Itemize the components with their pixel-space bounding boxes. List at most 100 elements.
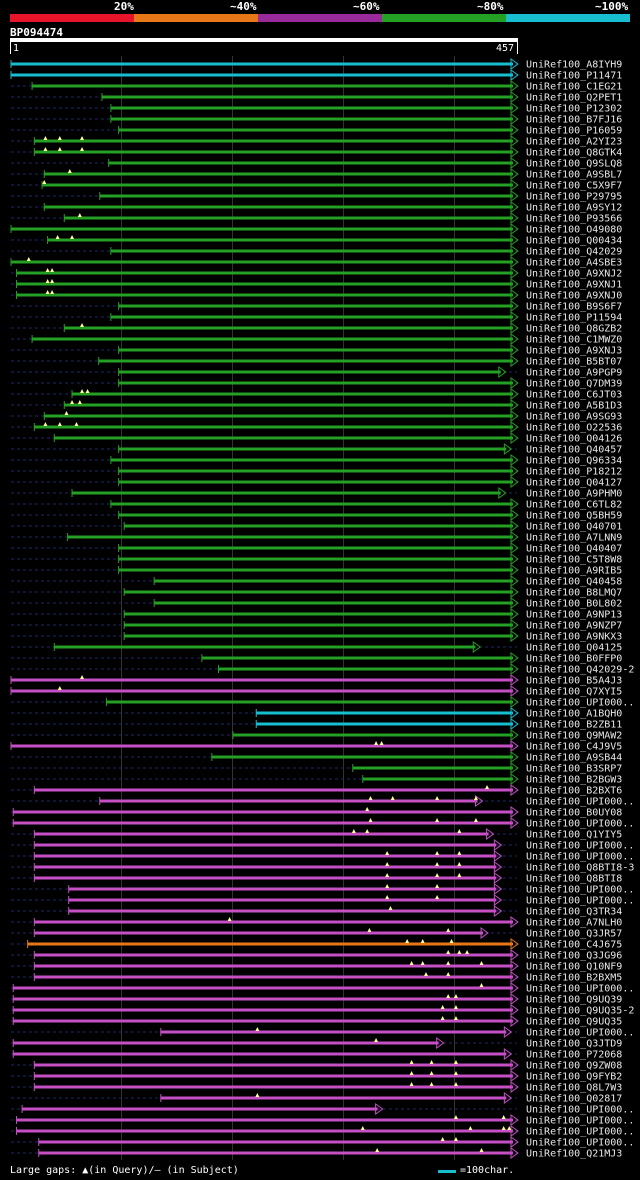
hit-row[interactable]: UniRef100_Q5BH59 — [11, 509, 622, 522]
hit-row[interactable]: UniRef100_B8LMQ7 — [11, 586, 622, 599]
hit-label[interactable]: UniRef100_Q9ZW08 — [526, 1061, 622, 1072]
hit-row[interactable]: UniRef100_Q3JTD9 — [11, 1037, 622, 1050]
hit-row[interactable]: UniRef100_UPI000.. — [11, 894, 634, 907]
hit-row[interactable]: UniRef100_B5A4J3 — [10, 674, 622, 687]
hit-row[interactable]: UniRef100_Q8GZB2 — [11, 322, 622, 335]
hit-row[interactable]: UniRef100_P18212 — [11, 465, 622, 478]
hit-label[interactable]: UniRef100_A9XNJ1 — [526, 280, 622, 291]
hit-row[interactable]: UniRef100_A9NP13 — [11, 608, 622, 621]
hit-label[interactable]: UniRef100_A9XNJ3 — [526, 346, 622, 357]
hit-label[interactable]: UniRef100_A4SBE3 — [526, 258, 622, 269]
hit-label[interactable]: UniRef100_O49080 — [526, 225, 622, 236]
hit-label[interactable]: UniRef100_B0UY08 — [526, 808, 622, 819]
hit-row[interactable]: UniRef100_C4J675 — [11, 938, 622, 951]
hit-label[interactable]: UniRef100_A9SY12 — [526, 203, 622, 214]
hit-row[interactable]: UniRef100_C5X9F7 — [11, 179, 622, 192]
hit-row[interactable]: UniRef100_Q40701 — [11, 520, 622, 533]
hit-row[interactable]: UniRef100_P93566 — [11, 212, 622, 225]
hit-label[interactable]: UniRef100_A2YI23 — [526, 137, 622, 148]
hit-row[interactable]: UniRef100_P12302 — [11, 102, 622, 115]
hit-row[interactable]: UniRef100_A9SY12 — [11, 201, 622, 214]
hit-row[interactable]: UniRef100_Q9SLQ8 — [11, 157, 622, 170]
hit-row[interactable]: UniRef100_P72068 — [11, 1048, 622, 1061]
hit-label[interactable]: UniRef100_UPI000.. — [526, 841, 634, 852]
hit-label[interactable]: UniRef100_P29795 — [526, 192, 622, 203]
hit-label[interactable]: UniRef100_UPI000.. — [526, 698, 634, 709]
hit-row[interactable]: UniRef100_Q3TR34 — [11, 905, 622, 918]
hit-label[interactable]: UniRef100_Q9FYB2 — [526, 1072, 622, 1083]
hit-label[interactable]: UniRef100_Q3TR34 — [526, 907, 622, 918]
hit-label[interactable]: UniRef100_A9PGP9 — [526, 368, 622, 379]
hit-label[interactable]: UniRef100_A9SG93 — [526, 412, 622, 423]
hit-row[interactable]: UniRef100_A9PHM0 — [11, 487, 622, 500]
hit-row[interactable]: UniRef100_Q8L7W3 — [11, 1081, 622, 1094]
hit-label[interactable]: UniRef100_A8IYH9 — [526, 60, 622, 71]
hit-label[interactable]: UniRef100_A9XNJ2 — [526, 269, 622, 280]
hit-label[interactable]: UniRef100_UPI000.. — [526, 797, 634, 808]
hit-label[interactable]: UniRef100_A9NP13 — [526, 610, 622, 621]
hit-row[interactable]: UniRef100_Q9UQ39 — [11, 993, 622, 1006]
hit-label[interactable]: UniRef100_A9SB44 — [526, 753, 622, 764]
hit-label[interactable]: UniRef100_Q2PET1 — [526, 93, 622, 104]
hit-row[interactable]: UniRef100_A1BQH0 — [11, 707, 622, 720]
hit-row[interactable]: UniRef100_Q40458 — [11, 575, 622, 588]
hit-row[interactable]: UniRef100_A9SBL7 — [11, 168, 622, 181]
hit-row[interactable]: UniRef100_UPI000.. — [11, 1136, 634, 1149]
hit-row[interactable]: UniRef100_B2BXT6 — [11, 784, 622, 797]
hit-row[interactable]: UniRef100_Q00434 — [11, 234, 622, 247]
hit-row[interactable]: UniRef100_Q02817 — [11, 1092, 622, 1105]
hit-row[interactable]: UniRef100_B2BXM5 — [11, 971, 622, 984]
hit-label[interactable]: UniRef100_A9PHM0 — [526, 489, 622, 500]
hit-row[interactable]: UniRef100_Q40407 — [11, 542, 622, 555]
hit-label[interactable]: UniRef100_A9NKX3 — [526, 632, 622, 643]
hit-row[interactable]: UniRef100_A2YI23 — [11, 135, 622, 148]
hit-row[interactable]: UniRef100_P29795 — [11, 190, 622, 203]
hit-row[interactable]: UniRef100_Q7DM39 — [11, 377, 622, 390]
hit-label[interactable]: UniRef100_Q42029 — [526, 247, 622, 258]
hit-label[interactable]: UniRef100_Q8BTI8-3 — [526, 863, 634, 874]
hit-label[interactable]: UniRef100_Q9UQ35 — [526, 1017, 622, 1028]
hit-label[interactable]: UniRef100_B2ZB11 — [526, 720, 622, 731]
hit-row[interactable]: UniRef100_A8IYH9 — [10, 58, 622, 71]
hit-label[interactable]: UniRef100_Q40457 — [526, 445, 622, 456]
hit-label[interactable]: UniRef100_Q42029-2 — [526, 665, 634, 676]
hit-row[interactable]: UniRef100_UPI000.. — [11, 883, 634, 896]
hit-label[interactable]: UniRef100_Q8BTI8 — [526, 874, 622, 885]
hit-row[interactable]: UniRef100_A9SB44 — [11, 751, 622, 764]
hit-label[interactable]: UniRef100_UPI000.. — [526, 852, 634, 863]
hit-label[interactable]: UniRef100_Q10NF9 — [526, 962, 622, 973]
hit-row[interactable]: UniRef100_B0UY08 — [11, 806, 622, 819]
hit-label[interactable]: UniRef100_C1EG21 — [526, 82, 622, 93]
hit-label[interactable]: UniRef100_A5B1D3 — [526, 401, 622, 412]
hit-label[interactable]: UniRef100_A1BQH0 — [526, 709, 622, 720]
hit-row[interactable]: UniRef100_Q8GTK4 — [11, 146, 622, 159]
hit-label[interactable]: UniRef100_Q40407 — [526, 544, 622, 555]
hit-row[interactable]: UniRef100_Q9UQ35 — [11, 1015, 622, 1028]
hit-label[interactable]: UniRef100_B2BXM5 — [526, 973, 622, 984]
hit-label[interactable]: UniRef100_Q5BH59 — [526, 511, 622, 522]
hit-label[interactable]: UniRef100_Q04125 — [526, 643, 622, 654]
hit-row[interactable]: UniRef100_Q3JG96 — [11, 949, 622, 962]
hit-row[interactable]: UniRef100_Q04126 — [11, 432, 622, 445]
hit-row[interactable]: UniRef100_A4SBE3 — [10, 256, 622, 269]
hit-row[interactable]: UniRef100_A9PGP9 — [11, 366, 622, 379]
hit-label[interactable]: UniRef100_P11471 — [526, 71, 622, 82]
hit-label[interactable]: UniRef100_O22536 — [526, 423, 622, 434]
hit-label[interactable]: UniRef100_B7FJ16 — [526, 115, 622, 126]
hit-label[interactable]: UniRef100_UPI000.. — [526, 1116, 634, 1127]
hit-label[interactable]: UniRef100_UPI000.. — [526, 1028, 634, 1039]
hit-row[interactable]: UniRef100_Q9ZW08 — [11, 1059, 622, 1072]
hit-label[interactable]: UniRef100_Q00434 — [526, 236, 622, 247]
hit-row[interactable]: UniRef100_B0L802 — [11, 597, 622, 610]
hit-row[interactable]: UniRef100_Q04125 — [11, 641, 622, 654]
hit-row[interactable]: UniRef100_UPI000.. — [11, 839, 634, 852]
hit-label[interactable]: UniRef100_Q9SLQ8 — [526, 159, 622, 170]
hit-row[interactable]: UniRef100_Q1YIY5 — [11, 828, 622, 841]
hit-label[interactable]: UniRef100_A7NLH0 — [526, 918, 622, 929]
hit-row[interactable]: UniRef100_UPI000.. — [11, 1125, 634, 1138]
hit-label[interactable]: UniRef100_Q04127 — [526, 478, 622, 489]
hit-label[interactable]: UniRef100_B0FFP0 — [526, 654, 622, 665]
hit-row[interactable]: UniRef100_B5BT07 — [11, 355, 622, 368]
hit-label[interactable]: UniRef100_C4J675 — [526, 940, 622, 951]
hit-row[interactable]: UniRef100_C6JT03 — [11, 388, 622, 401]
